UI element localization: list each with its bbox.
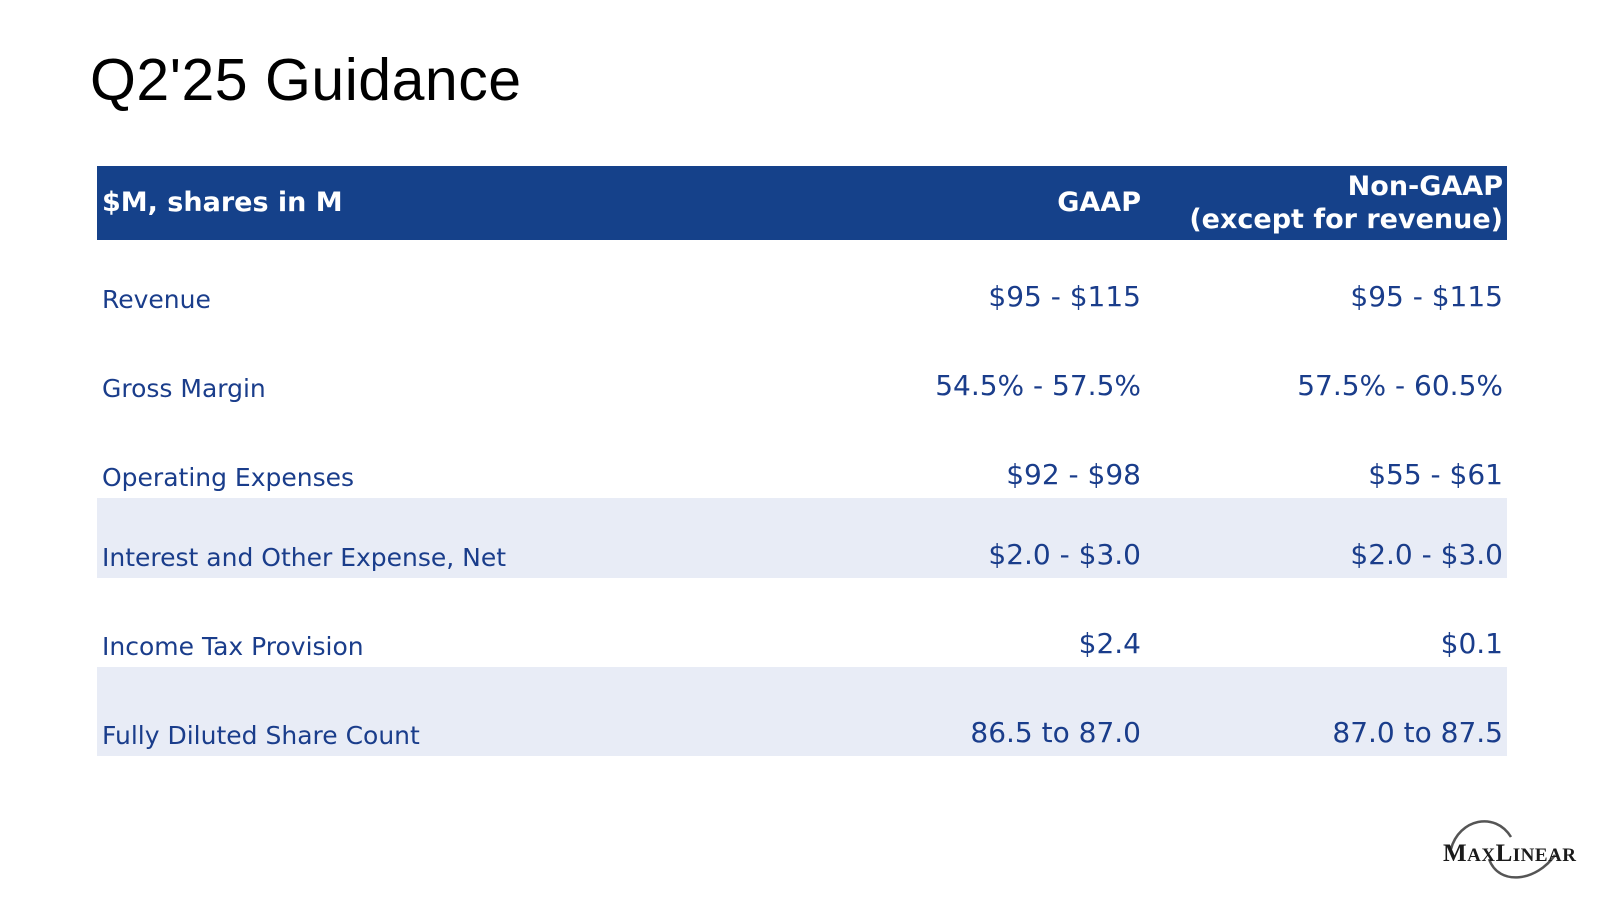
row-gaap-value: 86.5 to 87.0 — [970, 716, 1141, 749]
row-non-gaap-value: 87.0 to 87.5 — [1332, 716, 1503, 749]
row-gaap-value: $95 - $115 — [988, 280, 1141, 313]
logo-swoosh-icon — [1449, 820, 1557, 879]
logo-letters-ax: AX — [1467, 845, 1496, 866]
row-label: Operating Expenses — [102, 463, 355, 492]
row-non-gaap-value: $2.0 - $3.0 — [1350, 538, 1503, 571]
logo-letter-l: L — [1495, 840, 1513, 867]
table-header: $M, shares in M GAAP Non-GAAP (except fo… — [97, 166, 1507, 240]
row-gaap-value: $92 - $98 — [1006, 458, 1141, 491]
table-row-revenue: Revenue $95 - $115 $95 - $115 — [97, 240, 1507, 320]
maxlinear-logo: MAXLINEAR — [1437, 815, 1585, 885]
header-non-gaap-note: (except for revenue) — [1189, 204, 1503, 235]
logo-letter-m: M — [1443, 840, 1468, 867]
logo-wordmark: MAXLINEAR — [1443, 840, 1576, 868]
guidance-table: $M, shares in M GAAP Non-GAAP (except fo… — [97, 166, 1507, 756]
row-label: Fully Diluted Share Count — [102, 721, 420, 750]
table-row-operating-expenses: Operating Expenses $92 - $98 $55 - $61 — [97, 409, 1507, 498]
logo-letters-inear: INEAR — [1512, 845, 1577, 866]
page-title: Q2'25 Guidance — [90, 47, 522, 113]
row-label: Gross Margin — [102, 374, 266, 403]
row-label: Interest and Other Expense, Net — [102, 543, 507, 572]
header-non-gaap: Non-GAAP (except for revenue) — [1189, 170, 1503, 236]
table-row-gross-margin: Gross Margin 54.5% - 57.5% 57.5% - 60.5% — [97, 320, 1507, 409]
row-gaap-value: $2.0 - $3.0 — [988, 538, 1141, 571]
table-row-income-tax-provision: Income Tax Provision $2.4 $0.1 — [97, 578, 1507, 667]
table-row-interest-other-expense: Interest and Other Expense, Net $2.0 - $… — [97, 498, 1507, 578]
row-label: Revenue — [102, 285, 211, 314]
table-row-fully-diluted-share-count: Fully Diluted Share Count 86.5 to 87.0 8… — [97, 667, 1507, 756]
row-non-gaap-value: 57.5% - 60.5% — [1297, 369, 1503, 402]
row-label: Income Tax Provision — [102, 632, 364, 661]
row-non-gaap-value: $95 - $115 — [1350, 280, 1503, 313]
header-gaap: GAAP — [1057, 187, 1141, 218]
row-gaap-value: $2.4 — [1078, 627, 1141, 660]
row-non-gaap-value: $55 - $61 — [1368, 458, 1503, 491]
row-gaap-value: 54.5% - 57.5% — [935, 369, 1141, 402]
row-non-gaap-value: $0.1 — [1440, 627, 1503, 660]
header-non-gaap-title: Non-GAAP — [1347, 171, 1503, 202]
header-units-label: $M, shares in M — [102, 187, 343, 218]
